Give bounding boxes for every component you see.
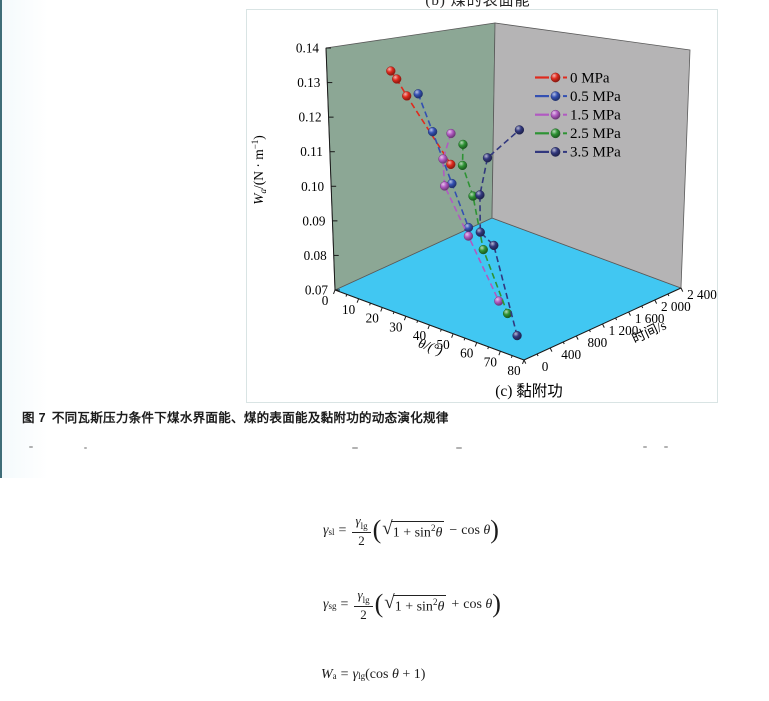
subplot-b-caption-text: (b) 煤的表面能 — [425, 0, 531, 8]
eq2-fraction: γlg 2 — [354, 587, 373, 623]
w-axis-tick-label: 0.09 — [302, 213, 325, 228]
legend-label: 1.5 MPa — [570, 108, 621, 124]
eq1-sqrt: √ 1 + sin2θ — [382, 517, 445, 541]
w-axis-tick-label: 0.13 — [297, 75, 320, 90]
data-point — [512, 330, 522, 341]
eq2-sqrt: √ 1 + sin2θ — [384, 591, 447, 615]
data-point — [402, 91, 412, 101]
w-axis-tick-label: 0.10 — [301, 179, 324, 194]
time-tick-label: 800 — [587, 335, 607, 350]
theta-tick-label: 10 — [342, 302, 356, 317]
time-tick-label: 2 000 — [661, 299, 691, 314]
left-margin-rule — [0, 0, 2, 478]
data-point — [494, 296, 504, 306]
w-axis-tick-label: 0.12 — [298, 110, 321, 125]
left-margin-tint — [2, 0, 48, 478]
time-tick-label: 1 200 — [609, 323, 639, 338]
data-point — [427, 127, 438, 137]
data-point — [482, 153, 493, 163]
data-point — [475, 190, 485, 200]
text-fragment — [643, 446, 647, 448]
data-point — [413, 89, 423, 99]
legend-label: 2.5 MPa — [570, 126, 621, 142]
theta-tick-label: 70 — [484, 354, 498, 369]
data-point — [392, 74, 402, 84]
series-05mpa — [413, 89, 474, 233]
w-axis-title: Wa/(N · m−1) — [250, 135, 268, 205]
data-point — [463, 222, 474, 233]
data-point — [458, 139, 468, 150]
w-axis-tick-label: 0.14 — [296, 41, 319, 56]
legend-label: 3.5 MPa — [570, 145, 621, 161]
text-fragment — [84, 447, 87, 449]
w-axis: 0.07 0.08 0.09 0.10 0.11 0.12 0.13 0.14 Wa/(N · … — [250, 41, 340, 298]
w-axis-tick-label: 0.07 — [305, 283, 328, 298]
data-point — [463, 231, 474, 241]
text-fragment — [664, 446, 668, 448]
theta-tick-label: 0 — [322, 293, 329, 308]
chart-subtitle: (c) 黏附功 — [495, 382, 563, 400]
text-fragment — [29, 446, 33, 448]
figure-caption-text: 不同瓦斯压力条件下煤水界面能、煤的表面能及黏附功的动态演化规律 — [51, 411, 449, 425]
series-25mpa — [457, 139, 513, 319]
w-axis-tick-label: 0.08 — [304, 248, 327, 263]
theta-tick-label: 50 — [437, 337, 451, 352]
equation-gamma-sg: γ sg = γlg 2 ( √ 1 + sin2θ + cos θ ) — [323, 586, 501, 623]
data-point — [439, 181, 450, 191]
data-point — [489, 240, 499, 251]
series-35mpa — [475, 125, 525, 341]
data-point — [386, 66, 396, 76]
theta-tick-label: 20 — [366, 311, 380, 326]
figure-caption: 图 7 不同瓦斯压力条件下煤水界面能、煤的表面能及黏附功的动态演化规律 — [22, 407, 722, 426]
time-tick-label: 400 — [561, 347, 581, 362]
subplot-b-caption-clipped: (b) 煤的表面能 — [408, 0, 548, 8]
chart-legend: 0 MPa 0.5 MPa 1.5 MPa 2.5 MPa 3.5 MPa — [535, 70, 621, 161]
legend-label: 0.5 MPa — [570, 89, 621, 105]
time-tick-label: 2 400 — [687, 287, 717, 302]
theta-tick-label: 40 — [413, 328, 427, 343]
data-point — [446, 159, 456, 170]
eq2-lhs: γ — [323, 597, 329, 612]
figure-caption-label: 图 7 — [22, 411, 46, 425]
theta-tick-label: 60 — [460, 346, 474, 361]
data-point — [446, 128, 456, 139]
eq3-lhs: W — [321, 667, 333, 682]
data-point — [478, 244, 488, 255]
eq1-fraction: γlg 2 — [352, 513, 371, 549]
data-point — [475, 227, 485, 237]
chart-3d-box — [325, 22, 691, 361]
time-tick-label: 0 — [542, 359, 549, 374]
text-fragment — [352, 447, 358, 449]
chart-right-wall — [491, 22, 691, 289]
time-tick-label: 1 600 — [635, 311, 665, 326]
text-fragment — [456, 447, 462, 449]
data-point — [438, 154, 448, 164]
theta-tick-label: 30 — [389, 319, 403, 334]
legend-label: 0 MPa — [570, 70, 610, 86]
theta-tick-label: 80 — [507, 363, 521, 378]
data-point — [457, 160, 468, 171]
eq1-lhs: γ — [323, 523, 329, 538]
w-axis-tick-label: 0.11 — [300, 144, 323, 159]
equation-gamma-sl: γ sl = γlg 2 ( √ 1 + sin2θ − cos θ ) — [323, 512, 499, 549]
data-point — [514, 125, 525, 135]
